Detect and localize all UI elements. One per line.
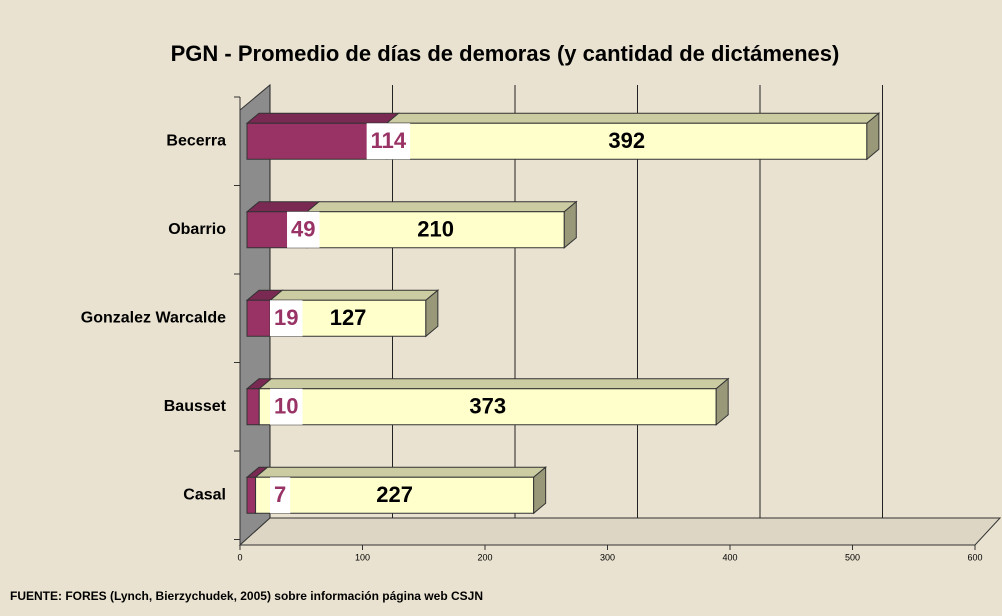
bar-top (385, 112, 881, 124)
bar-side (533, 466, 547, 515)
data-label-box (270, 388, 303, 425)
y-tick-label: Gonzalez Warcalde (81, 309, 226, 326)
bar-side (563, 200, 577, 249)
y-tick-label: Becerra (166, 132, 226, 149)
bar (246, 122, 388, 160)
bar (246, 388, 260, 426)
data-label: 227 (376, 482, 413, 507)
data-label-box (270, 477, 291, 514)
data-label: 7 (274, 482, 286, 507)
data-label: 210 (417, 217, 454, 242)
data-label: 373 (469, 394, 506, 419)
bar-top (254, 466, 548, 478)
y-tick-label: Obarrio (168, 221, 226, 238)
bar (246, 476, 257, 514)
x-tick-label: 0 (237, 552, 242, 562)
x-tick-label: 100 (355, 552, 370, 562)
x-tick-label: 400 (722, 552, 737, 562)
data-label: 10 (274, 394, 298, 419)
x-tick-label: 200 (477, 552, 492, 562)
data-label: 19 (274, 305, 298, 330)
data-label: 114 (371, 128, 407, 153)
data-label: 392 (608, 128, 645, 153)
bar-side (425, 289, 439, 338)
bar-top (257, 378, 730, 390)
data-label-box (270, 300, 303, 337)
y-tick-label: Bausset (164, 398, 227, 415)
data-label: 49 (291, 217, 315, 242)
data-label-box (287, 211, 320, 248)
bar-side (866, 112, 880, 161)
chart-title: PGN - Promedio de días de demoras (y can… (171, 41, 840, 66)
bar (255, 476, 535, 514)
x-tick-label: 600 (967, 552, 982, 562)
bar-top (305, 201, 578, 213)
floor (238, 517, 1002, 546)
source-note: FUENTE: FORES (Lynch, Bierzychudek, 2005… (10, 589, 483, 603)
x-tick-label: 300 (600, 552, 615, 562)
y-tick-label: Casal (183, 486, 226, 503)
bar-top (245, 112, 401, 124)
x-tick-label: 500 (845, 552, 860, 562)
bar (306, 211, 565, 249)
bar-side (715, 377, 729, 426)
bar (246, 299, 271, 337)
bar-top (268, 289, 440, 301)
data-label: 127 (330, 305, 367, 330)
data-label-box (366, 123, 411, 160)
